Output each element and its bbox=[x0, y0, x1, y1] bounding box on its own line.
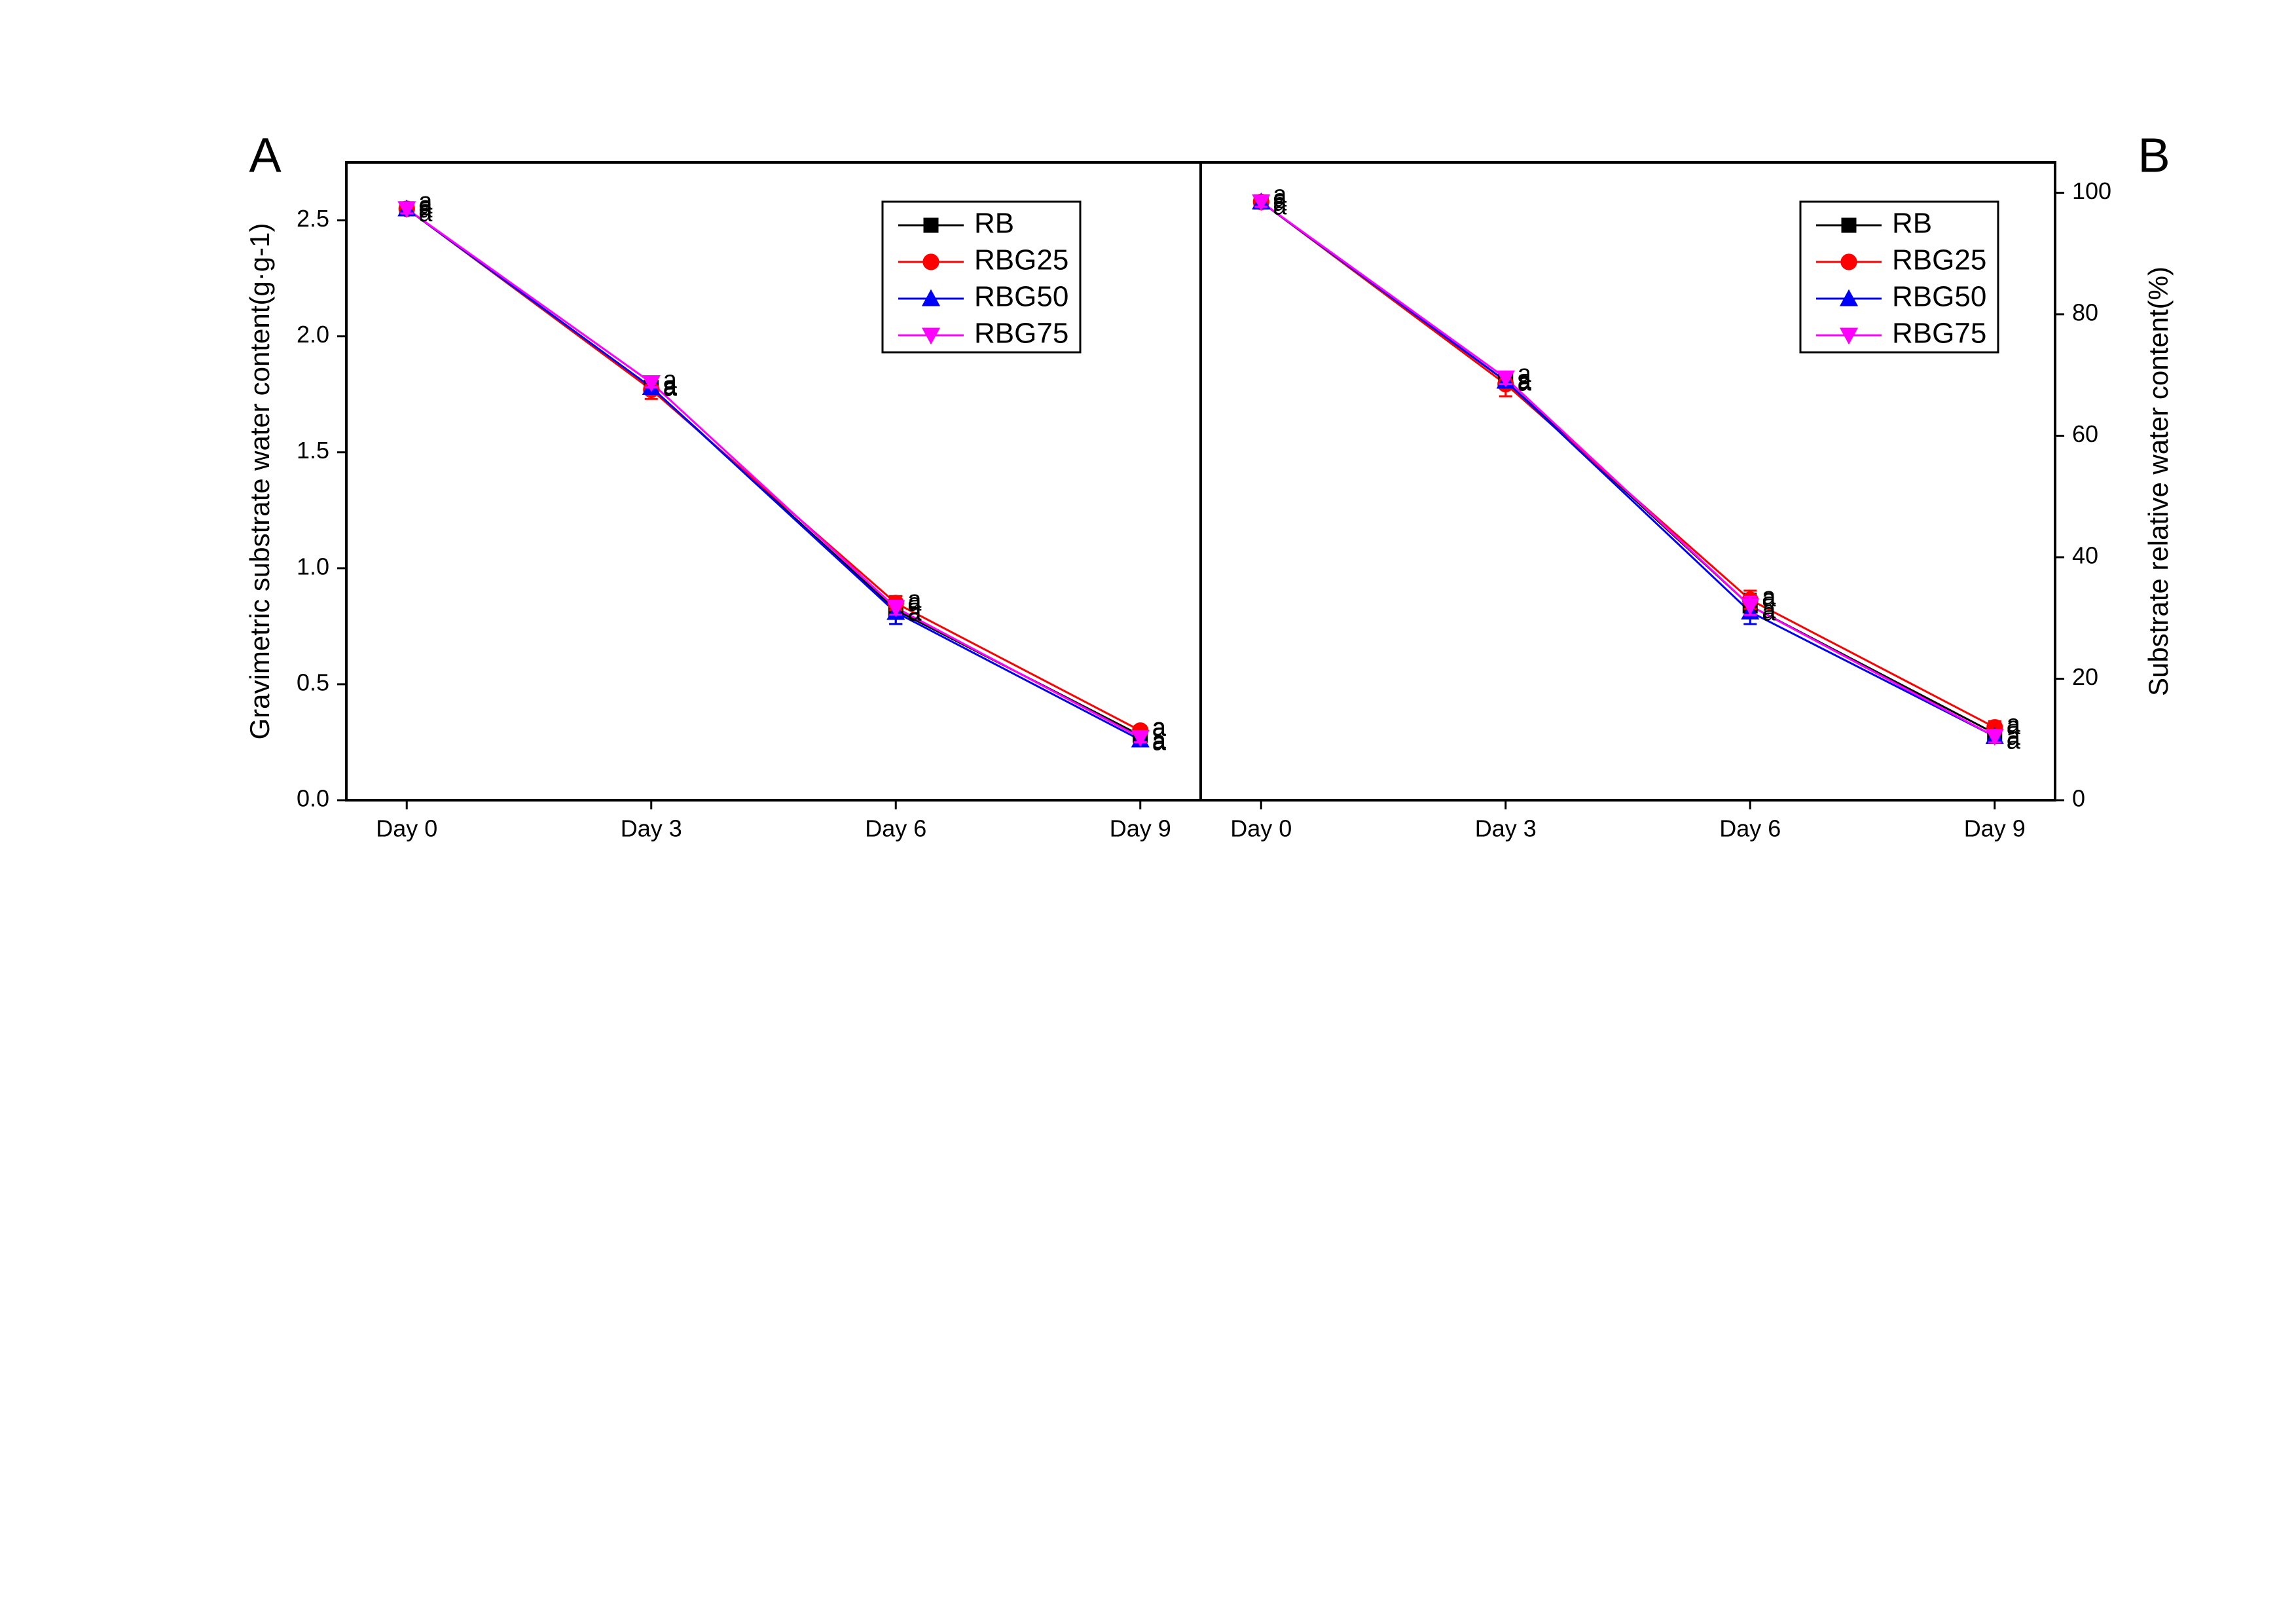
x-tick-label: Day 6 bbox=[865, 815, 926, 842]
significance-label: a bbox=[1762, 599, 1776, 626]
legend-marker bbox=[1841, 217, 1857, 233]
x-tick-label: Day 0 bbox=[376, 815, 437, 842]
legend-marker bbox=[1839, 327, 1859, 345]
series-line bbox=[406, 208, 1141, 741]
y-tick-label: 1.5 bbox=[297, 437, 329, 464]
significance-label: a bbox=[2007, 710, 2021, 738]
legend-label: RBG50 bbox=[974, 281, 1068, 313]
significance-label: a bbox=[907, 599, 922, 626]
significance-label: a bbox=[1273, 193, 1287, 220]
y-tick-label: 80 bbox=[2072, 299, 2098, 325]
marker bbox=[886, 600, 905, 618]
legend-label: RB bbox=[974, 208, 1014, 240]
x-tick-label: Day 3 bbox=[1475, 815, 1537, 842]
significance-label: a bbox=[1518, 369, 1532, 396]
marker bbox=[1131, 729, 1150, 747]
significance-label: a bbox=[1273, 185, 1287, 212]
legend-label: RBG50 bbox=[1892, 281, 1986, 313]
legend-marker bbox=[922, 253, 939, 270]
significance-label: a bbox=[1273, 189, 1287, 216]
y-axis-label: Gravimetric substrate water content(g·g-… bbox=[244, 223, 275, 740]
significance-label: a bbox=[1762, 583, 1776, 610]
legend-box bbox=[1799, 200, 1999, 354]
significance-label: a bbox=[2007, 724, 2021, 751]
legend-label: RBG25 bbox=[1892, 244, 1986, 276]
y-tick-label: 40 bbox=[2072, 542, 2098, 568]
significance-label: a bbox=[2007, 712, 2021, 740]
y-axis-label: Substrate relative water content(%) bbox=[2143, 267, 2174, 696]
x-tick-label: Day 9 bbox=[1110, 815, 1171, 842]
significance-label: a bbox=[663, 367, 678, 394]
significance-label: a bbox=[1152, 714, 1167, 742]
legend-box bbox=[881, 200, 1082, 354]
marker bbox=[1496, 370, 1515, 388]
significance-label: a bbox=[418, 196, 433, 223]
y-tick-label: 60 bbox=[2072, 420, 2098, 447]
significance-label: a bbox=[1518, 367, 1532, 395]
series-line bbox=[406, 208, 1141, 739]
y-tick-label: 100 bbox=[2072, 177, 2111, 204]
legend-marker bbox=[921, 289, 941, 306]
significance-label: a bbox=[907, 599, 922, 627]
panel-label: B bbox=[2138, 128, 2170, 183]
significance-label: a bbox=[663, 375, 678, 402]
significance-label: a bbox=[1152, 728, 1167, 756]
x-tick-label: Day 6 bbox=[1719, 815, 1781, 842]
significance-label: a bbox=[663, 373, 678, 400]
marker bbox=[642, 375, 661, 392]
significance-label: a bbox=[1762, 585, 1776, 612]
significance-label: a bbox=[907, 586, 922, 614]
x-tick-label: Day 0 bbox=[1230, 815, 1292, 842]
x-tick-label: Day 9 bbox=[1964, 815, 2026, 842]
series-line bbox=[1260, 201, 1995, 737]
significance-label: a bbox=[1518, 368, 1532, 396]
marker bbox=[1741, 598, 1760, 616]
y-tick-label: 1.0 bbox=[297, 553, 329, 580]
legend-marker bbox=[1839, 289, 1859, 306]
significance-label: a bbox=[2007, 728, 2021, 755]
legend-marker bbox=[921, 327, 941, 345]
significance-label: a bbox=[663, 374, 678, 401]
plot-frame bbox=[1199, 161, 2056, 802]
significance-label: a bbox=[907, 589, 922, 617]
significance-label: a bbox=[1152, 714, 1167, 741]
legend-label: RBG75 bbox=[974, 318, 1068, 350]
panel-label: A bbox=[249, 128, 282, 183]
significance-label: a bbox=[1762, 597, 1776, 624]
legend-label: RBG75 bbox=[1892, 318, 1986, 350]
x-tick-label: Day 3 bbox=[621, 815, 682, 842]
legend-label: RB bbox=[1892, 208, 1932, 240]
significance-label: a bbox=[418, 188, 433, 215]
marker bbox=[1985, 729, 2004, 746]
legend-label: RBG25 bbox=[974, 244, 1068, 276]
y-tick-label: 20 bbox=[2072, 663, 2098, 690]
significance-label: a bbox=[1152, 727, 1167, 754]
y-tick-label: 0 bbox=[2072, 785, 2085, 812]
significance-label: a bbox=[418, 192, 433, 219]
y-tick-label: 2.5 bbox=[297, 205, 329, 232]
legend-marker bbox=[1840, 253, 1857, 270]
legend-marker bbox=[923, 217, 939, 233]
significance-label: a bbox=[418, 200, 433, 227]
y-tick-label: 2.0 bbox=[297, 321, 329, 348]
significance-label: a bbox=[1273, 181, 1287, 208]
marker bbox=[1252, 194, 1271, 212]
y-tick-label: 0.0 bbox=[297, 785, 329, 812]
significance-label: a bbox=[1518, 360, 1532, 388]
series-line bbox=[1260, 201, 1995, 737]
y-tick-label: 0.5 bbox=[297, 669, 329, 695]
marker bbox=[397, 201, 416, 219]
